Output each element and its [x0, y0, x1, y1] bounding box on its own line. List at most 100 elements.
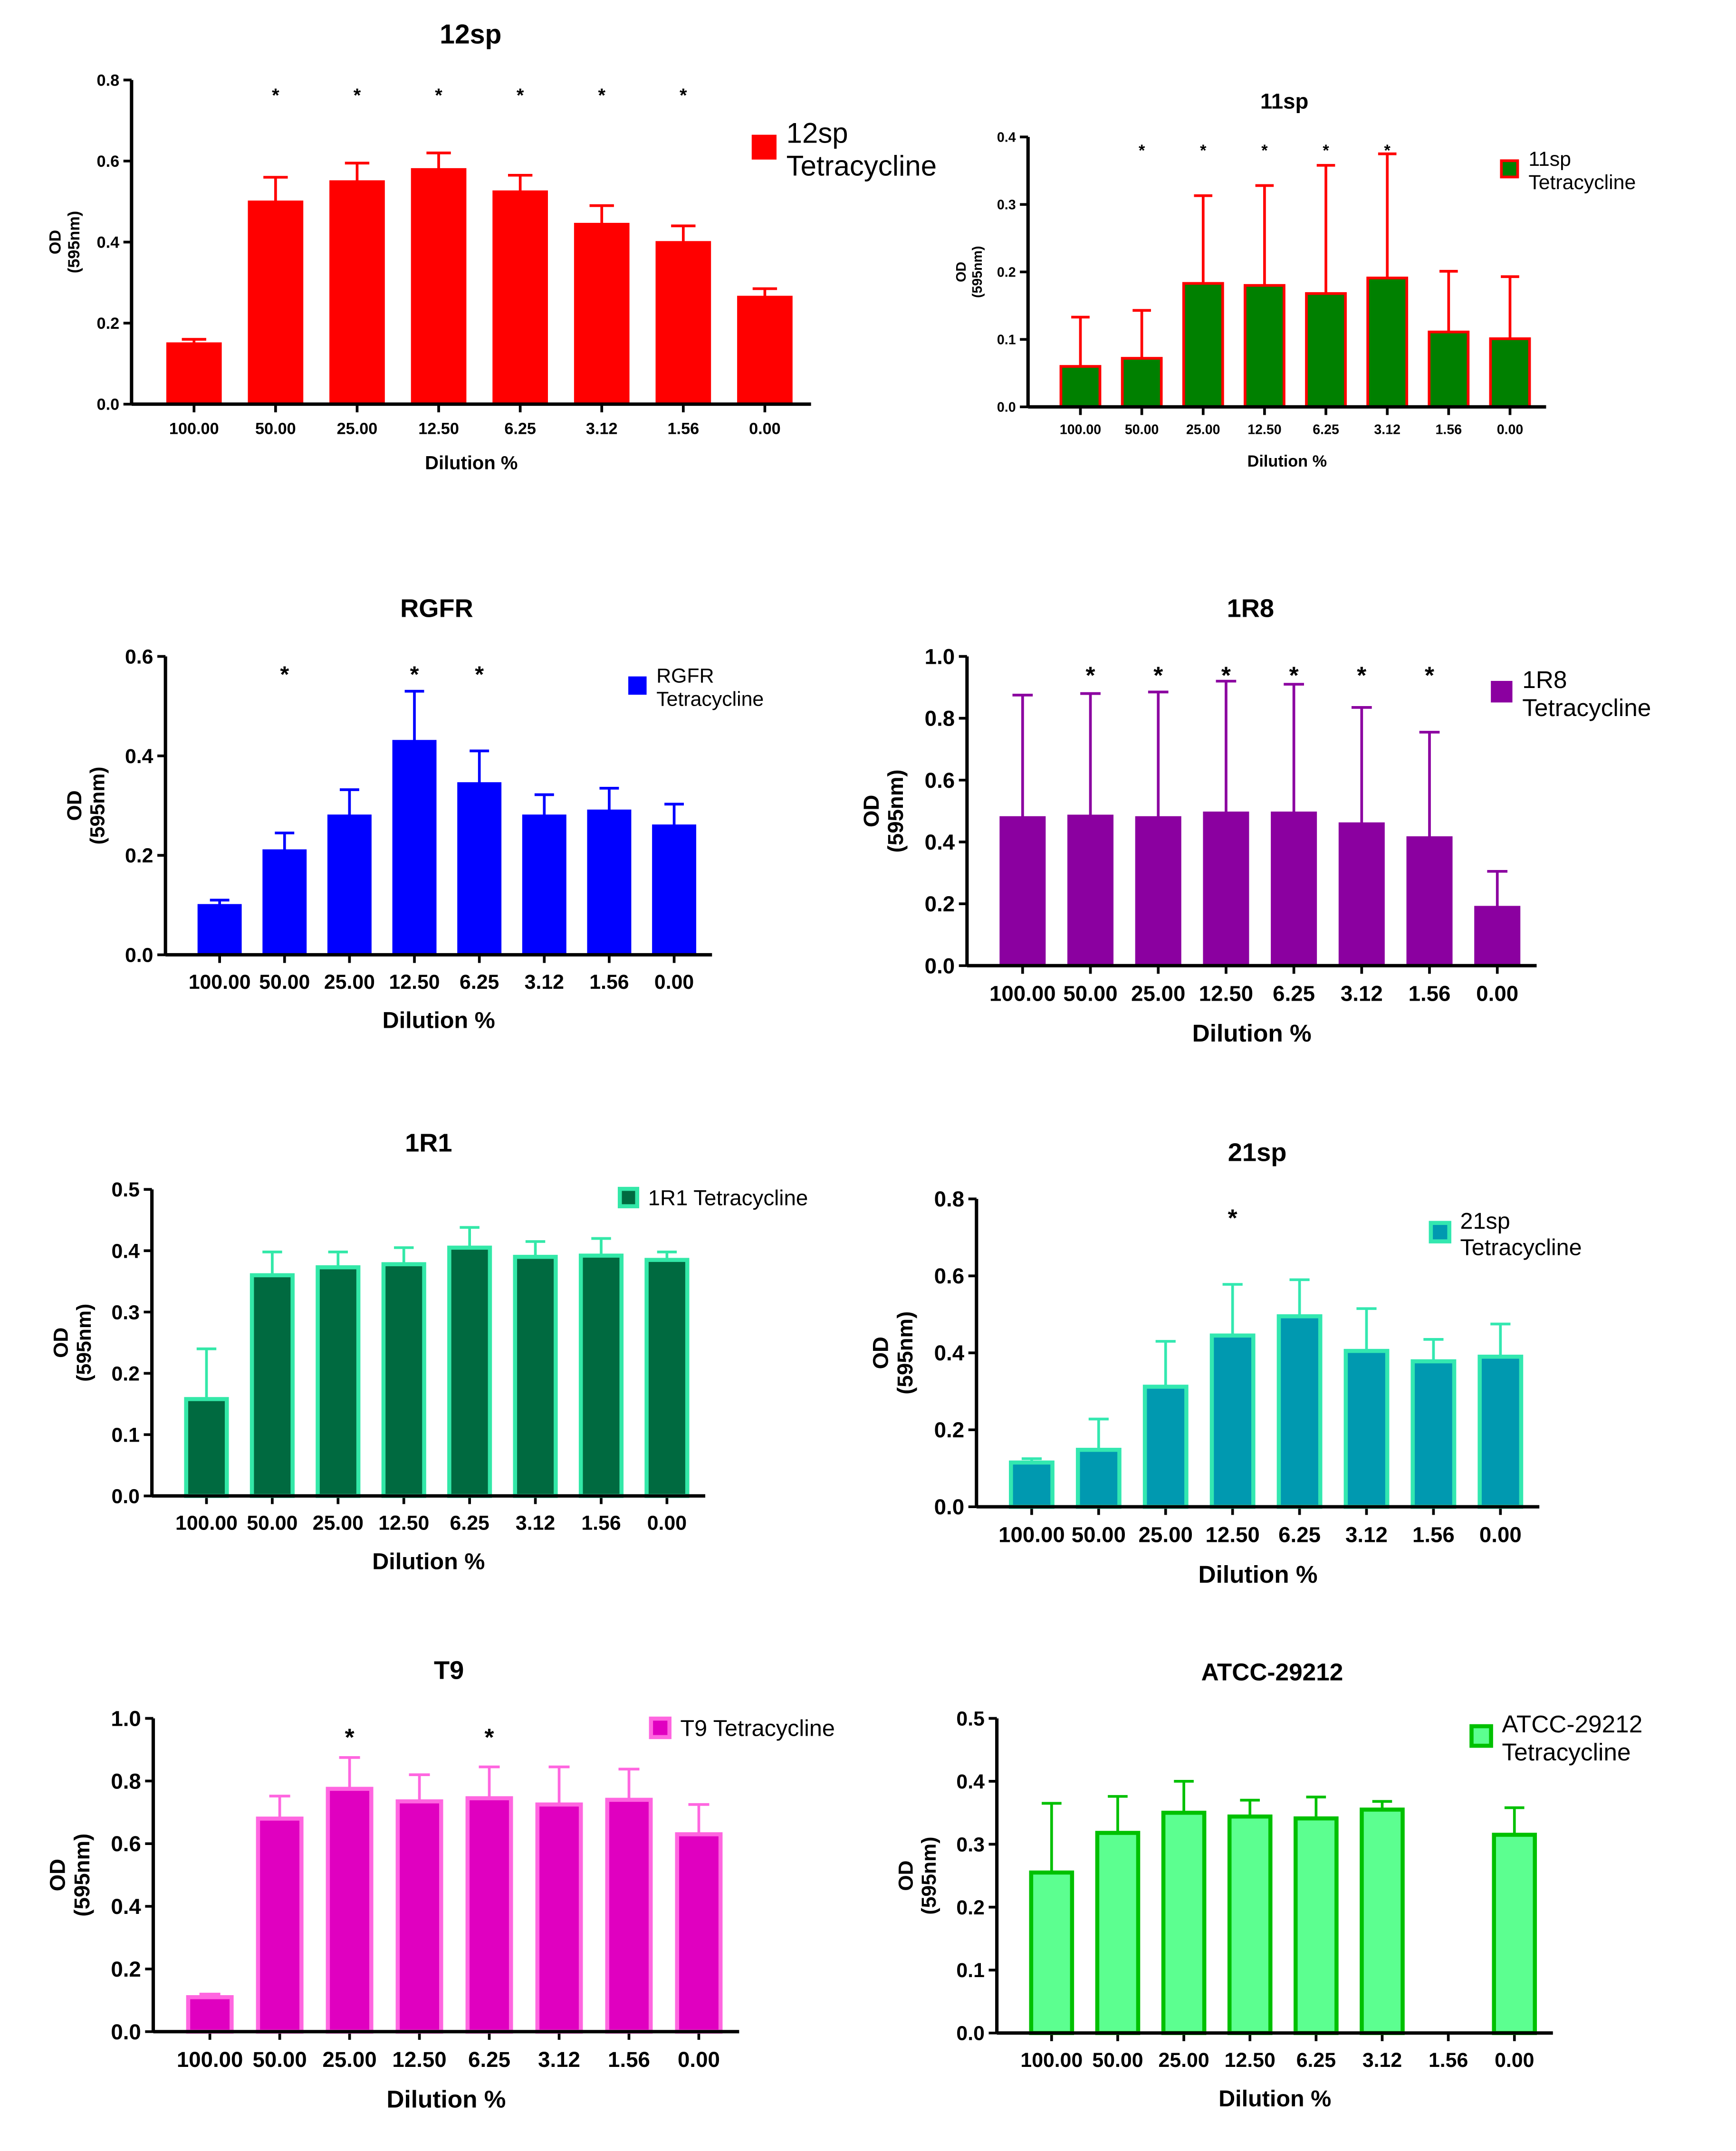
- x-tick-label: 25.00: [313, 1512, 364, 1535]
- y-axis-label: OD: [45, 1859, 69, 1891]
- significance-marker: *: [1261, 142, 1268, 160]
- x-tick-label: 6.25: [504, 420, 536, 438]
- x-tick-label: 100.00: [169, 420, 219, 438]
- chart-21sp: 21sp 0.0 0.2 0.4 0.6 0.8 100.00 50.00 25.00 12.50…: [869, 1138, 1582, 1588]
- x-tick-label: 6.25: [468, 2047, 510, 2072]
- y-tick-label: 0.0: [125, 944, 153, 966]
- x-tick-label: 12.50: [378, 1512, 429, 1535]
- significance-marker: *: [345, 1723, 355, 1751]
- chart-title: ATCC-29212: [1201, 1658, 1343, 1686]
- x-tick-label: 100.00: [189, 971, 251, 994]
- significance-marker: *: [475, 662, 484, 688]
- legend-swatch: [1469, 1724, 1493, 1748]
- x-axis-label: Dilution %: [1247, 452, 1327, 470]
- bar: [447, 1245, 492, 1498]
- x-tick-label: 50.00: [259, 971, 310, 994]
- y-tick-label: 0.6: [125, 645, 153, 668]
- legend-label: 11sp Tetracycline: [1528, 148, 1636, 194]
- x-tick-label: 100.00: [998, 1522, 1065, 1547]
- bar: [522, 814, 566, 956]
- legend-swatch: [751, 134, 777, 160]
- y-tick-label: 0.8: [111, 1769, 141, 1793]
- y-axis-label: OD: [63, 790, 86, 821]
- y-tick-label: 0.6: [934, 1264, 964, 1288]
- x-tick-label: 50.00: [1063, 982, 1117, 1006]
- y-tick-label: 0.0: [97, 396, 120, 414]
- x-tick-label: 100.00: [1060, 422, 1101, 437]
- x-tick-label: 12.50: [1247, 422, 1281, 437]
- significance-marker: *: [410, 662, 419, 688]
- bar: [587, 809, 632, 956]
- bar: [1474, 906, 1521, 967]
- chart-title: T9: [434, 1656, 464, 1685]
- bar: [1244, 284, 1285, 409]
- x-axis-label: Dilution %: [1192, 1019, 1312, 1047]
- significance-marker: *: [1425, 661, 1434, 689]
- y-tick-label: 0.2: [997, 265, 1016, 280]
- y-tick-label: 0.2: [111, 1362, 139, 1385]
- y-axis-label-unit: (595nm): [73, 1304, 96, 1382]
- x-tick-label: 1.56: [1409, 982, 1451, 1006]
- x-tick-label: 6.25: [1273, 982, 1315, 1006]
- chart-1r8: 1R8 0.0 0.2 0.4 0.6 0.8 1.0 100.00 50.00 * 25.00 * 1…: [859, 594, 1651, 1047]
- x-axis-label: Dilution %: [386, 2085, 506, 2113]
- y-tick-label: 0.0: [111, 1485, 139, 1508]
- bar: [1294, 1816, 1339, 2035]
- bar: [1366, 277, 1409, 409]
- chart-title: 1R8: [1227, 594, 1274, 623]
- y-axis-label: OD: [895, 1860, 918, 1891]
- y-axis-label-unit: (595nm): [918, 1837, 940, 1915]
- bar: [574, 222, 630, 405]
- x-tick-label: 0.00: [1476, 982, 1518, 1006]
- bar: [1227, 1814, 1273, 2035]
- bar: [737, 296, 793, 405]
- y-tick-label: 0.4: [925, 830, 955, 854]
- bar: [1095, 1831, 1141, 2035]
- y-tick-label: 0.3: [997, 197, 1016, 212]
- legend-swatch: [628, 676, 647, 695]
- chart-rgfr: RGFR 0.0 0.2 0.4 0.6 100.00 50.00 * 25.00 12.50 * 6…: [63, 594, 764, 1033]
- bar: [248, 201, 304, 405]
- legend-label: 21sp Tetracycline: [1460, 1208, 1582, 1261]
- bar: [327, 814, 372, 956]
- chart-title: 12sp: [440, 19, 501, 49]
- x-tick-label: 6.25: [1278, 1522, 1321, 1547]
- bar: [578, 1253, 624, 1498]
- y-axis-label-unit: (595nm): [65, 211, 83, 273]
- bar: [1410, 1359, 1457, 1509]
- y-tick-label: 0.0: [925, 954, 955, 978]
- bar: [1029, 1870, 1074, 2035]
- legend-swatch: [617, 1186, 640, 1208]
- chart-atcc-29212: ATCC-29212 0.0 0.1 0.2 0.3 0.4 0.5 100.00 50.00 2…: [895, 1658, 1643, 2112]
- bar: [329, 180, 385, 405]
- x-tick-label: 100.00: [1020, 2049, 1083, 2072]
- y-tick-label: 0.0: [997, 400, 1016, 415]
- bar: [644, 1258, 690, 1498]
- bar: [1489, 337, 1531, 409]
- bar: [652, 824, 697, 956]
- y-tick-label: 0.2: [111, 1957, 141, 1981]
- y-axis-label: OD: [50, 1328, 73, 1358]
- x-tick-label: 0.00: [1495, 2049, 1534, 2072]
- x-tick-label: 1.56: [608, 2047, 650, 2072]
- x-tick-label: 3.12: [1345, 1522, 1388, 1547]
- y-tick-label: 0.8: [925, 707, 955, 731]
- x-tick-label: 25.00: [1139, 1522, 1193, 1547]
- y-tick-label: 0.5: [111, 1178, 139, 1201]
- bar: [1271, 812, 1317, 967]
- y-tick-label: 1.0: [925, 644, 955, 669]
- bar: [1492, 1833, 1537, 2035]
- significance-marker: *: [1221, 661, 1231, 689]
- significance-marker: *: [680, 85, 687, 106]
- bar: [256, 1816, 304, 2034]
- chart-11sp: 11sp 0.0 0.1 0.2 0.3 0.4 100.00 50.00 * 25.00 * 12.…: [954, 89, 1636, 470]
- bar: [1406, 836, 1453, 967]
- x-axis-label: Dilution %: [383, 1008, 495, 1033]
- significance-marker: *: [280, 662, 289, 688]
- x-tick-label: 1.56: [581, 1512, 621, 1535]
- chart-12sp: 12sp 0.0 0.2 0.4 0.6 0.8 100.00 50.00 * 25.00 * 12.…: [46, 19, 937, 473]
- bar: [186, 1995, 234, 2034]
- bar: [1009, 1460, 1055, 1509]
- y-tick-label: 0.4: [956, 1770, 985, 1793]
- bar: [249, 1273, 295, 1498]
